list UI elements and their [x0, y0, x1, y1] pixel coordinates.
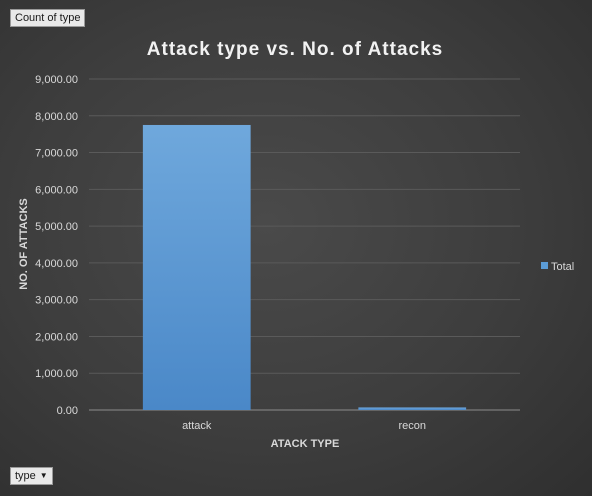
y-tick-label: 7,000.00 — [35, 148, 78, 160]
x-tick-label: attack — [182, 420, 212, 432]
y-tick-label: 8,000.00 — [35, 111, 78, 123]
y-tick-label: 9,000.00 — [35, 74, 78, 86]
y-axis-title: NO. OF ATTACKS — [18, 198, 30, 289]
x-axis-title: ATACK TYPE — [271, 438, 340, 450]
bar-attack — [143, 125, 251, 410]
y-tick-label: 0.00 — [57, 405, 78, 417]
y-tick-label: 6,000.00 — [35, 184, 78, 196]
y-tick-labels: 0.00 1,000.00 2,000.00 3,000.00 4,000.00 5,00… — [35, 74, 78, 417]
x-tick-label: recon — [398, 420, 426, 432]
chart-title: Attack type vs. No. of Attacks — [147, 39, 443, 60]
y-tick-label: 4,000.00 — [35, 258, 78, 270]
x-tick-labels: attack recon — [182, 420, 426, 432]
legend-label: Total — [551, 261, 574, 273]
y-tick-label: 3,000.00 — [35, 295, 78, 307]
legend: Total — [541, 261, 574, 273]
y-tick-label: 1,000.00 — [35, 368, 78, 380]
bar-recon — [358, 407, 466, 410]
y-tick-label: 5,000.00 — [35, 221, 78, 233]
y-tick-label: 2,000.00 — [35, 331, 78, 343]
legend-swatch — [541, 262, 548, 269]
bars — [143, 125, 466, 410]
